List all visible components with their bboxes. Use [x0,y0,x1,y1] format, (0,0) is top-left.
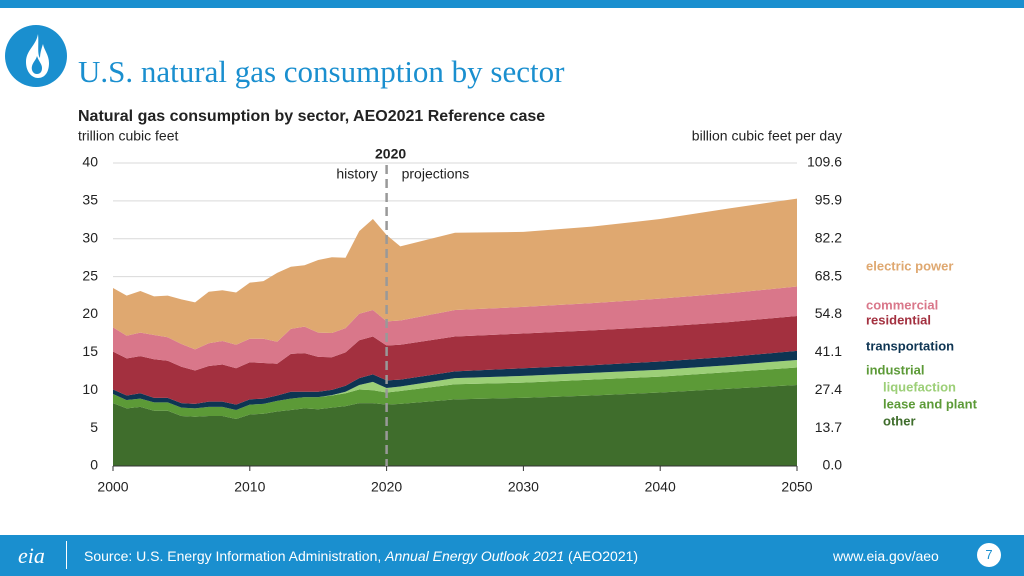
separator [66,541,67,569]
y-tick-label: 30 [82,229,98,245]
legend-entry: lease and plant [883,396,978,411]
slide-title: U.S. natural gas consumption by sector [78,54,565,89]
y-tick-label: 20 [82,305,98,321]
history-label: history [336,166,377,182]
source-suffix: (AEO2021) [568,548,639,564]
y2-tick-label: 95.9 [815,192,842,208]
area [113,367,797,420]
area [113,286,797,371]
y-tick-label: 25 [82,267,98,283]
area [113,316,797,405]
x-tick-label: 2030 [508,479,539,495]
legend-entry: electric power [866,258,953,273]
area [113,350,797,410]
footer: eia Source: U.S. Energy Information Admi… [0,535,1024,576]
x-tick-label: 2010 [234,479,265,495]
y-tick-label: 5 [90,419,98,435]
flame [26,34,49,78]
source: Source: U.S. Energy Information Administ… [84,548,638,564]
divider-label: 2020 [375,146,406,162]
y-axis-label: trillion cubic feet [78,128,178,144]
logo: eia [18,543,45,568]
y2-tick-label: 0.0 [823,457,843,473]
y2-tick-label: 82.2 [815,229,842,245]
area [113,198,797,350]
source-prefix: Source: U.S. Energy Information Administ… [84,548,382,564]
y2-tick-label: 13.7 [815,419,842,435]
x-tick-label: 2050 [781,479,812,495]
y2-tick-label: 109.6 [807,154,842,170]
x-tick-label: 2000 [97,479,128,495]
top-bar [0,0,1024,8]
legend-entry: other [883,413,916,428]
y2-axis-label: billion cubic feet per day [692,128,842,144]
y2-tick-label: 68.5 [815,267,842,283]
y-tick-label: 35 [82,192,98,208]
url[interactable]: www.eia.gov/aeo [833,548,939,564]
legend-entry: liquefaction [883,379,956,394]
chart-title: Natural gas consumption by sector, AEO20… [78,108,545,125]
area [113,384,797,466]
legend-group-label: industrial [866,362,925,377]
page-number: 7 [977,543,1001,567]
y2-tick-label: 54.8 [815,305,842,321]
y-tick-label: 10 [82,381,98,397]
x-tick-label: 2020 [371,479,402,495]
x-tick-label: 2040 [645,479,676,495]
y2-tick-label: 27.4 [815,381,842,397]
y-tick-label: 15 [82,343,98,359]
source-title: Annual Energy Outlook 2021 [385,548,565,564]
legend-entry: commercial [866,297,938,312]
y-tick-label: 0 [90,457,98,473]
slide: U.S. natural gas consumption by sector N… [0,0,1024,495]
legend-entry: transportation [866,338,954,353]
area [113,359,797,410]
projections-label: projections [402,166,470,182]
y-tick-label: 40 [82,154,98,170]
legend-entry: residential [866,312,931,327]
y2-tick-label: 41.1 [815,343,842,359]
